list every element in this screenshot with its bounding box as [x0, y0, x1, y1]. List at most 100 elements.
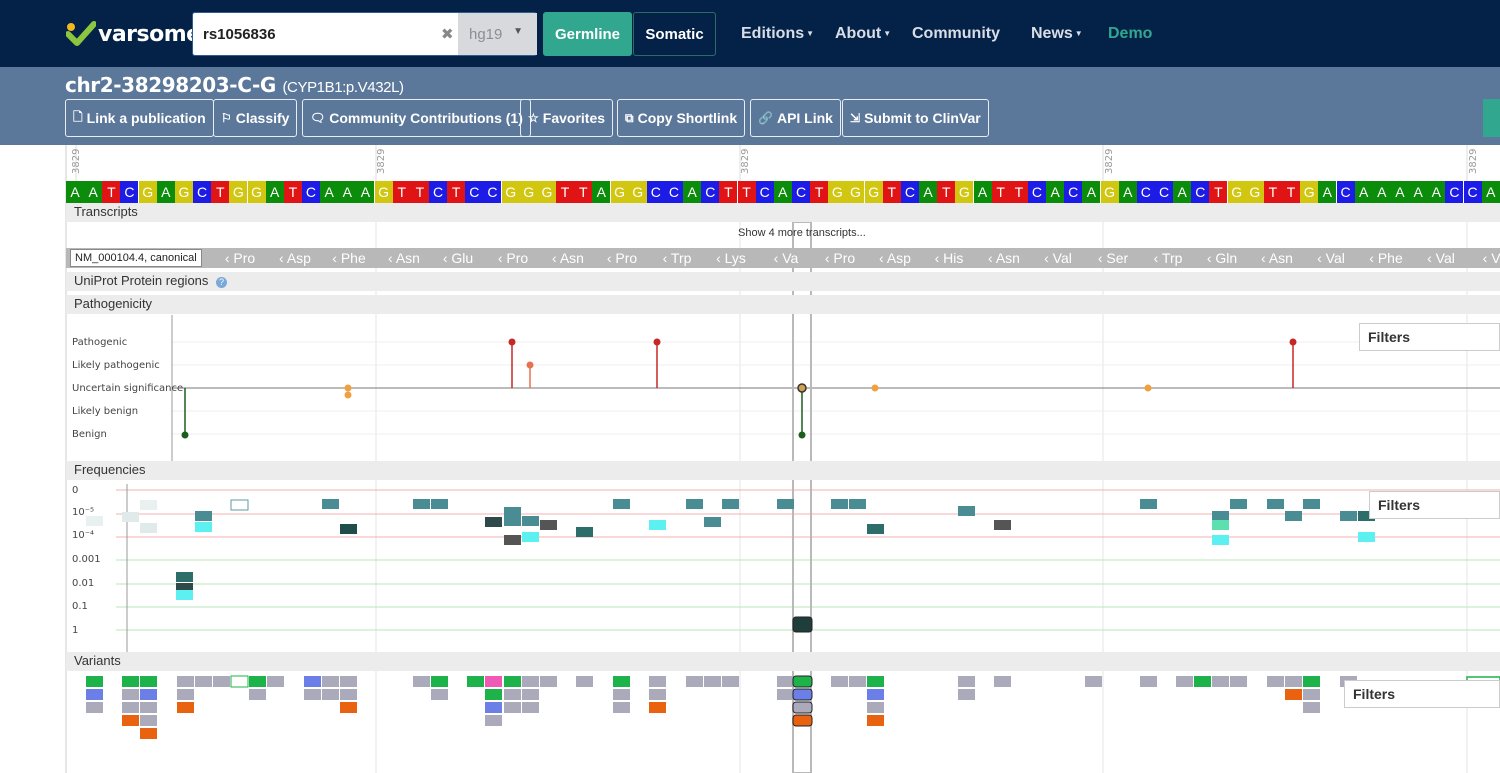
nav-editions[interactable]: Editions ▼	[741, 25, 814, 43]
frequency-box	[704, 517, 721, 527]
variant-block	[504, 676, 521, 687]
info-icon[interactable]: ?	[216, 277, 228, 288]
submit-icon: ⇲	[850, 111, 861, 125]
selected-frequency-box	[792, 616, 813, 633]
varsome-logo[interactable]: varsome	[66, 20, 201, 48]
variant-block	[86, 689, 103, 700]
pathogenicity-header: Pathogenicity	[66, 295, 1500, 314]
variant-block	[1230, 676, 1247, 687]
classify-button[interactable]: ⚐ Classify	[213, 99, 298, 137]
variant-block	[340, 676, 357, 687]
base-T: T	[937, 181, 956, 203]
base-G: G	[846, 181, 865, 203]
assembly-value: hg19	[469, 26, 503, 43]
base-G: G	[610, 181, 629, 203]
base-T: T	[1209, 181, 1228, 203]
variant-block	[122, 689, 139, 700]
amino-acid: ‹ Asn	[988, 250, 1020, 266]
show-more-transcripts-link[interactable]: Show 4 more transcripts...	[738, 227, 866, 239]
vus-dot	[344, 384, 352, 392]
ruler-label: 3829	[1468, 148, 1479, 174]
api-link-button[interactable]: 🔗 API Link	[750, 99, 841, 137]
variant-protein-change: (CYP1B1:p.V432L)	[282, 79, 404, 96]
amino-acid: ‹ Trp	[662, 250, 692, 266]
base-C: C	[664, 181, 683, 203]
nav-news[interactable]: News ▼	[1031, 25, 1083, 43]
copy-shortlink-button[interactable]: ⧉ Copy Shortlink	[617, 99, 746, 137]
variant-block	[504, 689, 521, 700]
frequency-box	[195, 511, 212, 521]
frequency-box	[504, 516, 521, 526]
amino-acid: ‹ Val	[1427, 250, 1455, 266]
nav-editions-label: Editions	[741, 25, 805, 42]
canonical-transcript-label[interactable]: NM_000104.4, canonical	[70, 249, 202, 267]
check-logo-icon	[66, 21, 96, 46]
variant-block	[485, 702, 502, 713]
base-C: C	[1027, 181, 1046, 203]
base-A: A	[973, 181, 992, 203]
base-A: A	[265, 181, 284, 203]
base-C: C	[465, 181, 484, 203]
favorites-button[interactable]: ☆ Favorites	[520, 99, 614, 137]
nav-community[interactable]: Community	[912, 25, 1000, 42]
clear-icon[interactable]: ✖	[441, 26, 454, 43]
nav-about[interactable]: About ▼	[835, 25, 891, 43]
base-T: T	[447, 181, 466, 203]
frequencies-filters[interactable]: Filters	[1369, 491, 1500, 519]
variant-block	[613, 676, 630, 687]
variant-block	[958, 676, 975, 687]
base-C: C	[483, 181, 502, 203]
amino-acid-track: ‹ Pro ‹ Asp ‹ Phe ‹ Asn ‹ Glu ‹ Pro ‹ Asn ‹ Pro…	[66, 248, 1500, 268]
level-benign: Benign	[72, 429, 107, 440]
link-icon: 🔗	[758, 111, 773, 125]
base-G: G	[138, 181, 157, 203]
variant-block	[213, 676, 230, 687]
amino-acid: ‹ Val	[1044, 250, 1072, 266]
nav-demo[interactable]: Demo	[1108, 25, 1153, 42]
variant-block	[1140, 676, 1157, 687]
search-box: ✖ hg19 ▼	[192, 12, 537, 56]
freq-tick: 10⁻⁴	[72, 530, 95, 541]
base-C: C	[1463, 181, 1482, 203]
assembly-select[interactable]: hg19 ▼	[458, 13, 537, 55]
germline-button[interactable]: Germline	[543, 12, 632, 56]
variant-block	[267, 676, 284, 687]
frequency-box	[86, 516, 103, 526]
amino-acid: ‹ Pro	[497, 250, 529, 266]
variant-block	[140, 715, 157, 726]
variant-block	[867, 715, 884, 726]
pathogenicity-filters[interactable]: Filters	[1359, 323, 1500, 351]
frequency-box	[1358, 511, 1375, 521]
frequency-box	[1267, 499, 1284, 509]
variant-block	[431, 689, 448, 700]
selected-variant-block	[792, 688, 813, 701]
submit-clinvar-button[interactable]: ⇲ Submit to ClinVar	[842, 99, 989, 137]
frequency-box	[994, 520, 1011, 530]
comments-icon: 🗨	[310, 111, 326, 125]
link-publication-button[interactable]: 🗋 Link a publication	[65, 99, 214, 137]
base-A: A	[1427, 181, 1446, 203]
selected-position-band	[792, 221, 812, 773]
variant-block	[249, 676, 266, 687]
community-contributions-button[interactable]: 🗨 Community Contributions (1)	[302, 99, 531, 137]
variant-block	[613, 689, 630, 700]
frequency-box	[613, 499, 630, 509]
amino-acid: ‹ Asn	[1261, 250, 1293, 266]
amino-acid: ‹ Va	[773, 250, 799, 266]
variant-block	[304, 689, 321, 700]
somatic-button[interactable]: Somatic	[633, 12, 716, 56]
base-G: G	[1300, 181, 1319, 203]
search-input[interactable]	[193, 13, 439, 55]
variant-block	[322, 676, 339, 687]
frequencies-header: Frequencies	[66, 461, 1500, 480]
variants-filters[interactable]: Filters	[1344, 680, 1500, 708]
base-C: C	[755, 181, 774, 203]
base-C: C	[301, 181, 320, 203]
level-likely-benign: Likely benign	[72, 406, 139, 417]
frequency-box	[413, 499, 430, 509]
frequency-box	[686, 499, 703, 509]
variant-title: chr2-38298203-C-G (CYP1B1:p.V432L)	[65, 73, 404, 97]
browser-grid	[65, 145, 1500, 773]
variant-block	[140, 689, 157, 700]
side-action-button[interactable]	[1483, 99, 1500, 137]
